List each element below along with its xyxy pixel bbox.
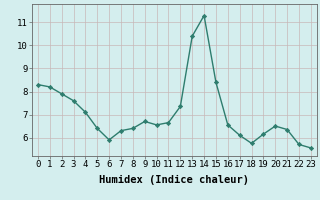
X-axis label: Humidex (Indice chaleur): Humidex (Indice chaleur): [100, 175, 249, 185]
